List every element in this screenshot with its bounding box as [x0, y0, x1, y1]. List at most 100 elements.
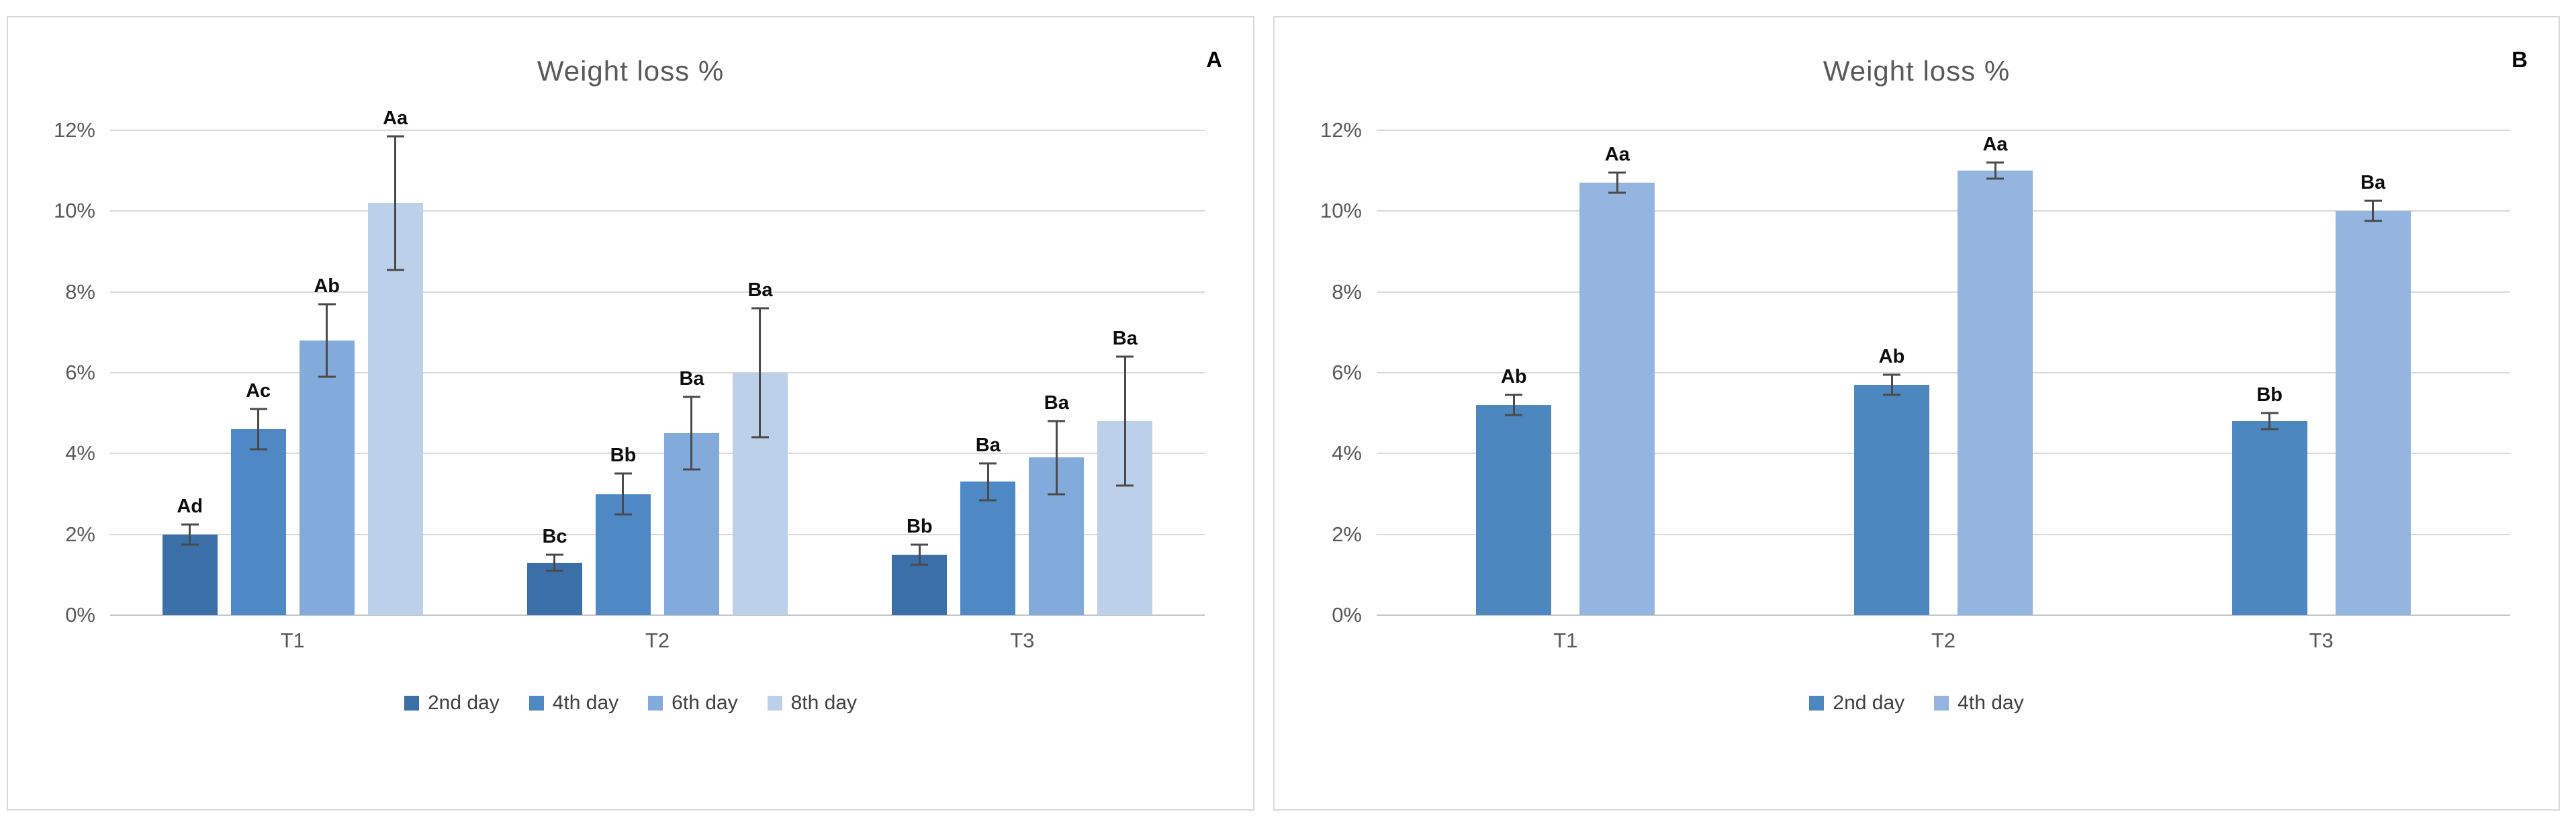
chart-panel-b: B Weight loss % 0% 2% 4% 6% 8% 10% 12% Ab Aa Ab Aa… — [1273, 16, 2560, 811]
bar — [1476, 405, 1552, 615]
y-tick-label: 0% — [65, 603, 95, 627]
error-bar — [1890, 375, 1893, 396]
error-bar-cap — [751, 307, 769, 310]
y-tick-label: 12% — [53, 118, 95, 142]
error-bar-cap — [751, 436, 769, 439]
bar-column: Aa — [1579, 130, 1655, 615]
bar-label: Bb — [2256, 384, 2283, 406]
gridline — [1377, 453, 2510, 455]
error-bar — [1055, 421, 1058, 494]
bar-label: Ac — [246, 380, 271, 402]
bar-column: Aa — [1958, 130, 2033, 615]
bar-group: Bb Ba — [2132, 130, 2510, 615]
error-bar-cap — [1986, 161, 2004, 164]
y-tick-label: 4% — [1332, 441, 1362, 465]
gridline — [110, 453, 1205, 455]
plot-area: 0% 2% 4% 6% 8% 10% 12% Ab Aa Ab Aa Bb Ba — [1320, 118, 2510, 627]
bar-label: Ba — [679, 368, 704, 390]
error-bar-cap — [614, 513, 632, 516]
x-axis-labels: T1 T2 T3 — [110, 629, 1205, 653]
bar — [1854, 385, 1929, 615]
error-bar — [394, 136, 397, 270]
legend-item: 4th day — [528, 692, 618, 715]
bar-column: Bb — [892, 130, 948, 615]
y-tick-label: 8% — [65, 279, 95, 304]
gridline — [110, 291, 1205, 293]
bar-label: Ab — [1878, 346, 1905, 368]
bar-column: Ba — [960, 130, 1016, 615]
bar-label: Ba — [1112, 327, 1138, 349]
gridline — [1377, 533, 2510, 535]
error-bar-cap — [181, 523, 199, 526]
error-bar — [759, 308, 762, 438]
gridline — [110, 130, 1205, 131]
bar-label: Ba — [747, 279, 773, 301]
bar — [367, 203, 423, 615]
error-bar-cap — [2260, 428, 2279, 430]
bar-label: Bb — [610, 445, 637, 467]
error-bar-cap — [545, 570, 563, 572]
error-bar — [257, 409, 260, 450]
category-label: T3 — [2309, 629, 2334, 652]
error-bar-cap — [1986, 177, 2004, 180]
category-label: T2 — [645, 629, 670, 652]
bar-column: Bb — [2232, 130, 2307, 615]
bar-label: Bb — [906, 515, 933, 537]
chart-panel-a: A Weight loss % 0% 2% 4% 6% 8% 10% 12% Ad Ac Ab Aa… — [7, 16, 1254, 811]
bar-column: Ba — [663, 130, 719, 615]
legend-item: 4th day — [1934, 692, 2024, 715]
legend-label: 8th day — [790, 692, 858, 714]
bar-label: Aa — [1604, 144, 1630, 166]
error-bar-cap — [318, 375, 336, 378]
category-label: T1 — [1553, 629, 1578, 652]
error-bar — [622, 473, 625, 514]
y-tick-label: 8% — [1332, 279, 1362, 304]
error-bar-cap — [2260, 412, 2279, 414]
bar-label: Ad — [177, 495, 203, 517]
error-bar-cap — [1505, 414, 1523, 416]
bar-column: Ba — [2335, 130, 2411, 615]
legend: 2nd day 4th day — [1275, 692, 2559, 715]
bar-label: Ba — [2360, 172, 2386, 194]
error-bar-cap — [1505, 394, 1523, 396]
error-bar — [326, 304, 328, 377]
bar-group: Ab Aa — [1377, 130, 1755, 615]
bar-label: Bc — [542, 525, 567, 547]
bar — [1579, 183, 1655, 615]
panel-letter-b: B — [2512, 47, 2528, 72]
bar-column: Ab — [299, 130, 355, 615]
bar-column: Ba — [1097, 130, 1153, 615]
bar-column: Aa — [367, 107, 423, 615]
bar — [2232, 421, 2307, 615]
bar — [960, 482, 1016, 615]
bar-column: Ab — [1476, 130, 1552, 615]
gridline — [1377, 130, 2510, 131]
legend-item: 2nd day — [1809, 692, 1904, 715]
error-bar — [553, 554, 556, 571]
error-bar — [189, 524, 191, 545]
legend-label: 2nd day — [1833, 692, 1905, 714]
bar-column: Bb — [595, 130, 651, 615]
y-tick-label: 0% — [1332, 603, 1362, 627]
error-bar — [1994, 163, 1996, 179]
category-label: T2 — [1931, 629, 1956, 652]
error-bar-cap — [1883, 394, 1900, 396]
gridline — [1377, 291, 2510, 293]
error-bar — [1616, 173, 1618, 193]
bar — [299, 340, 355, 615]
y-tick-label: 6% — [1332, 361, 1362, 384]
error-bar — [1512, 395, 1515, 416]
error-bar-cap — [1116, 355, 1134, 358]
error-bar-cap — [614, 472, 632, 475]
bar-label: Aa — [1982, 134, 2008, 156]
gridline — [1377, 614, 2510, 616]
y-tick-label: 2% — [65, 522, 95, 546]
bar-label: Ab — [314, 275, 340, 297]
y-tick-label: 12% — [1320, 118, 1362, 142]
error-bar-cap — [1116, 484, 1134, 487]
category-label: T1 — [280, 629, 305, 652]
bar-group: Bc Bb Ba Ba — [475, 130, 839, 615]
error-bar-cap — [545, 553, 563, 556]
bar — [230, 429, 286, 615]
